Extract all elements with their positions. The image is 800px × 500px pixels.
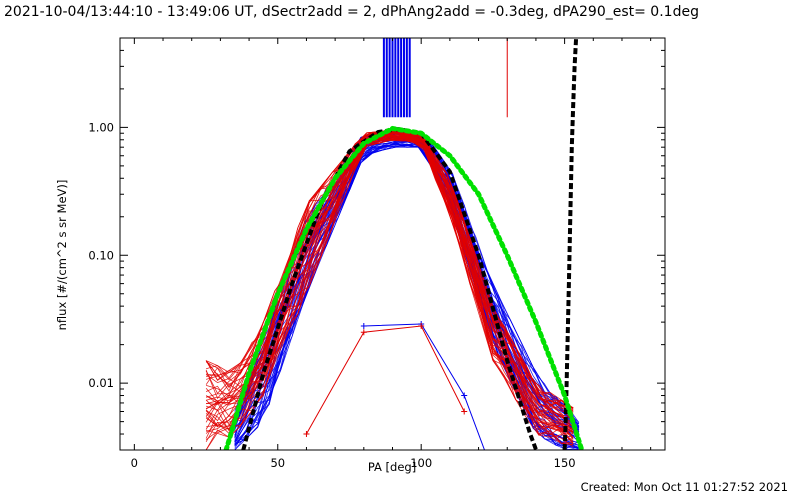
series-3-point-0 — [303, 431, 310, 438]
y-tick-label-1: 0.10 — [88, 248, 114, 262]
series-1-trace-28 — [205, 137, 574, 444]
x-axis-label: PA [deg] — [368, 460, 416, 474]
series-5-line — [562, 38, 579, 450]
series-1-trace-43 — [205, 134, 574, 435]
series-3-point-3 — [461, 408, 468, 415]
created-timestamp: Created: Mon Oct 11 01:27:52 2021 — [580, 480, 788, 494]
series-2-line — [363, 323, 486, 450]
x-tick-label-2: 100 — [410, 456, 432, 470]
chart-title: 2021-10-04/13:44:10 - 13:49:06 UT, dSect… — [4, 4, 699, 20]
y-tick-label-2: 1.00 — [88, 120, 114, 134]
series-3-point-1 — [360, 329, 367, 336]
series-3-point-2 — [418, 322, 425, 329]
series-1-trace-42 — [206, 133, 574, 430]
x-tick-label-1: 50 — [270, 456, 285, 470]
series-6-line — [223, 125, 585, 450]
series-2-point-3 — [490, 470, 496, 476]
series-2-point-2 — [461, 392, 468, 399]
series-2-point-0 — [360, 322, 367, 329]
x-tick-label-0: 0 — [131, 456, 138, 470]
y-axis-label: nflux [#/(cm^2 s sr MeV)] — [55, 180, 69, 331]
y-tick-label-0: 0.01 — [88, 376, 114, 390]
axis-ticks: 0 50 100 150 0.01 0.10 1.00 — [88, 37, 665, 470]
series-1-trace-40 — [205, 134, 574, 426]
series-1-trace-38 — [205, 140, 574, 450]
series-3-line — [305, 325, 465, 435]
plot-traces — [205, 38, 585, 476]
x-tick-label-3: 150 — [554, 456, 576, 470]
